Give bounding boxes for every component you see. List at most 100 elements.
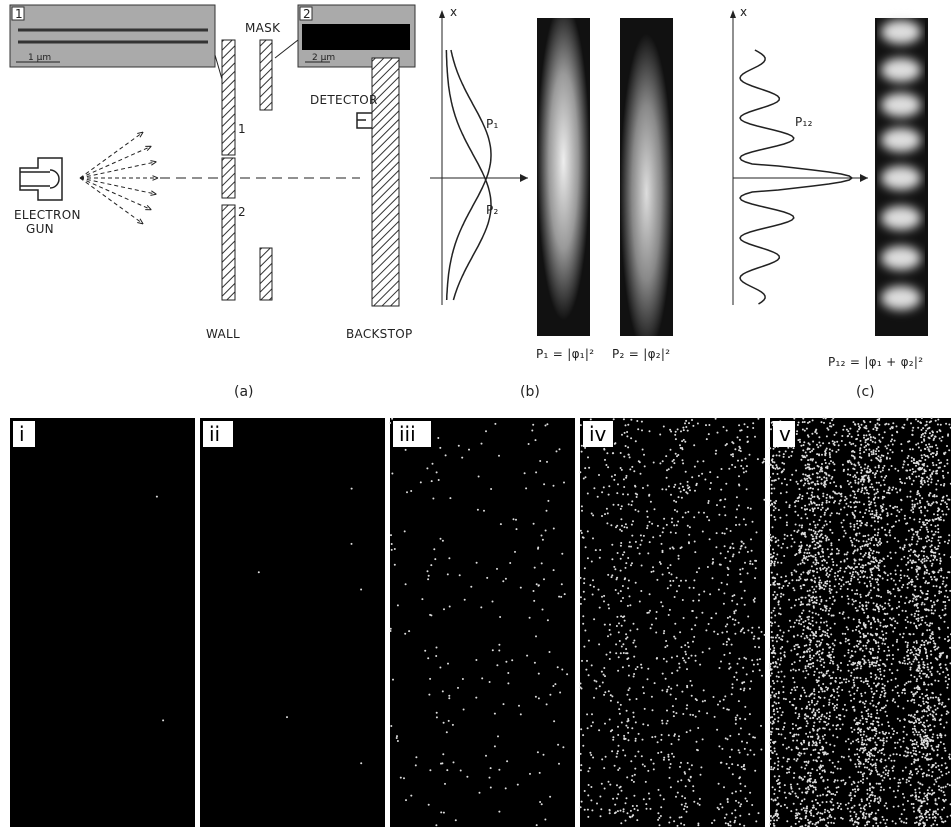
dot: [916, 640, 918, 642]
dot: [680, 447, 682, 449]
dot: [820, 582, 822, 584]
dot: [824, 606, 826, 608]
dot: [863, 681, 865, 683]
dot: [771, 631, 773, 633]
dot: [819, 742, 821, 744]
dot: [857, 610, 859, 612]
dot: [773, 656, 775, 658]
dot: [876, 513, 878, 515]
dot: [865, 718, 867, 720]
dot: [809, 654, 811, 656]
dot: [705, 424, 707, 426]
dot: [808, 742, 810, 744]
dot: [906, 779, 908, 781]
dot: [625, 523, 627, 525]
dot: [799, 494, 801, 496]
dot: [778, 478, 780, 480]
dot: [784, 737, 786, 739]
dot: [802, 449, 804, 451]
dot: [874, 727, 876, 729]
dot: [798, 713, 800, 715]
dot: [798, 422, 800, 424]
dot: [836, 691, 838, 693]
dot: [777, 545, 779, 547]
dot: [789, 620, 791, 622]
dot: [884, 484, 886, 486]
dot: [828, 556, 830, 558]
dot: [872, 720, 874, 722]
dot: [695, 716, 697, 718]
dot: [783, 555, 785, 557]
dot: [732, 453, 734, 455]
dot: [657, 819, 659, 821]
dot: [893, 617, 895, 619]
dot: [852, 706, 854, 708]
dot: [675, 698, 677, 700]
dot: [818, 442, 820, 444]
dot: [663, 630, 665, 632]
dot: [929, 432, 931, 434]
dot: [835, 677, 837, 679]
dot: [871, 812, 873, 814]
dot: [680, 762, 682, 764]
dot: [878, 424, 880, 426]
dot: [723, 643, 725, 645]
dot: [775, 703, 777, 705]
dot: [797, 564, 799, 566]
dot: [880, 709, 882, 711]
dot: [582, 536, 584, 538]
dot: [915, 465, 917, 467]
dot: [798, 620, 800, 622]
dot: [849, 537, 851, 539]
dot: [885, 802, 887, 804]
dot: [815, 462, 817, 464]
dot: [584, 630, 586, 632]
dot: [646, 527, 648, 529]
dot: [599, 557, 601, 559]
dot: [864, 554, 866, 556]
dot: [808, 744, 810, 746]
dot: [734, 624, 736, 626]
dot: [913, 471, 915, 473]
dot: [852, 574, 854, 576]
dot: [855, 717, 857, 719]
scale-label: 2 μm: [312, 53, 335, 63]
dot: [351, 543, 353, 545]
dot: [822, 495, 824, 497]
dot: [803, 533, 805, 535]
dot: [777, 562, 779, 564]
dot: [779, 517, 781, 519]
dot: [819, 530, 821, 532]
dot: [747, 441, 749, 443]
dot: [628, 665, 630, 667]
dot: [635, 541, 637, 543]
dot: [938, 569, 940, 571]
dot: [790, 810, 792, 812]
dot: [581, 445, 583, 447]
dot: [824, 811, 826, 813]
dot: [620, 518, 622, 520]
dot: [685, 661, 687, 663]
dot: [796, 579, 798, 581]
dot: [873, 639, 875, 641]
dot: [794, 793, 796, 795]
dot: [888, 732, 890, 734]
dot: [806, 544, 808, 546]
dot: [778, 509, 780, 511]
dot: [773, 823, 775, 825]
dot: [428, 694, 430, 696]
dot: [546, 510, 548, 512]
dot: [873, 665, 875, 667]
dot: [935, 713, 937, 715]
dot: [914, 647, 916, 649]
dot: [760, 749, 762, 751]
dot: [635, 721, 637, 723]
dot: [937, 531, 939, 533]
dot: [934, 680, 936, 682]
dot: [936, 734, 938, 736]
dot: [825, 509, 827, 511]
dot: [588, 674, 590, 676]
dot: [920, 436, 922, 438]
dot: [868, 449, 870, 451]
dot: [834, 818, 836, 820]
